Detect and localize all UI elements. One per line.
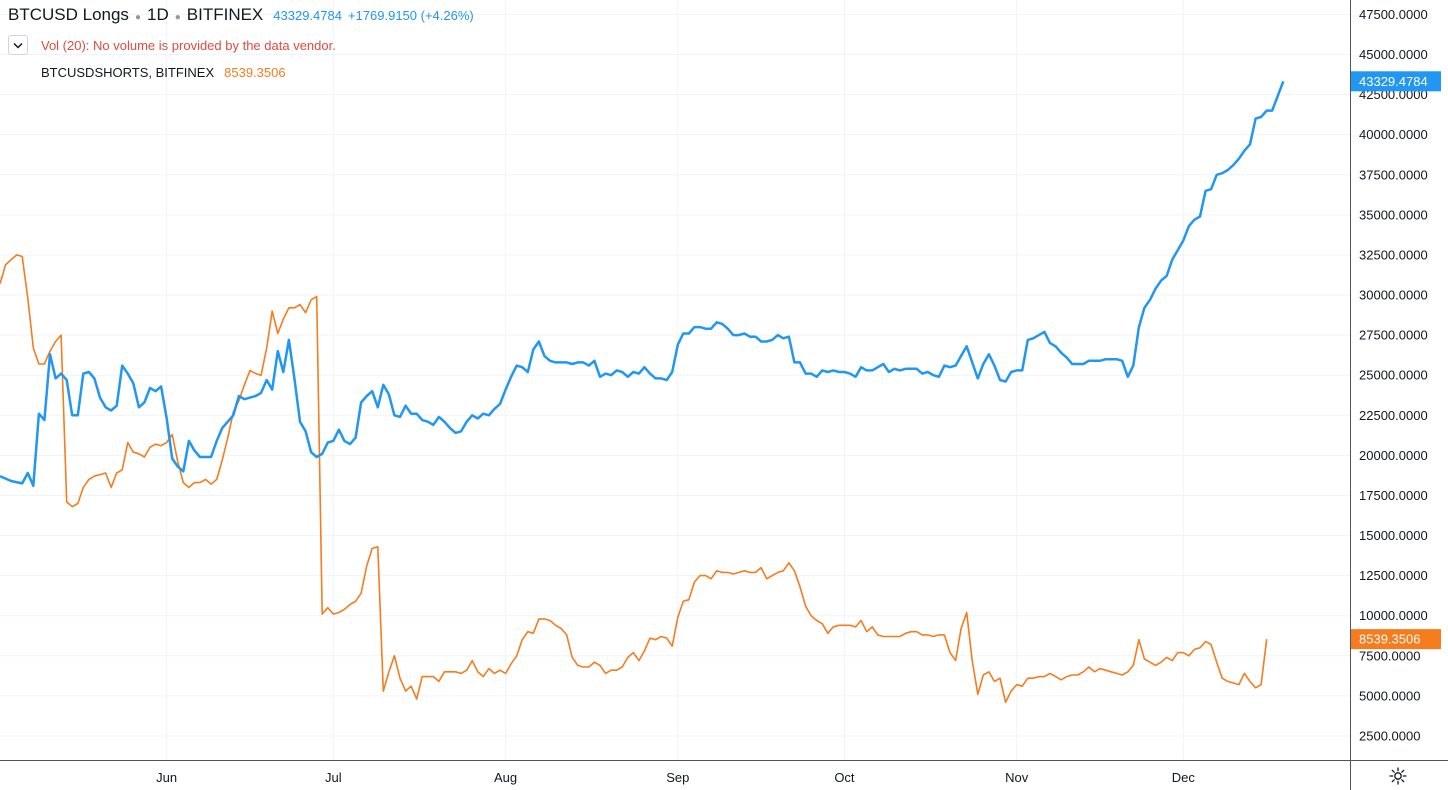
y-tick-label: 25000.0000 bbox=[1359, 368, 1428, 383]
last-price-value: 43329.4784 bbox=[273, 8, 342, 23]
y-tick-label: 27500.0000 bbox=[1359, 328, 1428, 343]
exchange-label: BITFINEX bbox=[186, 5, 264, 24]
y-tick-label: 40000.0000 bbox=[1359, 127, 1428, 142]
legend-volume-row: Vol (20): No volume is provided by the d… bbox=[8, 34, 336, 56]
y-tick-label: 5000.0000 bbox=[1359, 688, 1420, 703]
symbol-title[interactable]: BTCUSD Longs bbox=[8, 5, 129, 24]
y-tick-label: 37500.0000 bbox=[1359, 167, 1428, 182]
x-tick-label: Jun bbox=[156, 770, 177, 785]
y-tick-label: 47500.0000 bbox=[1359, 7, 1428, 22]
volume-notice: Vol (20): No volume is provided by the d… bbox=[41, 37, 336, 53]
y-tick-label: 10000.0000 bbox=[1359, 608, 1428, 623]
x-tick-label: Dec bbox=[1172, 770, 1196, 785]
y-tick-label: 15000.0000 bbox=[1359, 528, 1428, 543]
x-tick-label: Aug bbox=[494, 770, 517, 785]
shorts-line-last-label: 8539.3506 bbox=[1359, 632, 1420, 647]
separator-dot-icon: ● bbox=[174, 12, 181, 23]
compare-symbol-name[interactable]: BTCUSDSHORTS, BITFINEX bbox=[41, 65, 215, 80]
y-tick-label: 30000.0000 bbox=[1359, 288, 1428, 303]
longs-line-last-label-bg bbox=[1351, 71, 1441, 92]
y-tick-label: 7500.0000 bbox=[1359, 648, 1420, 663]
chart-settings-button[interactable] bbox=[1385, 763, 1411, 789]
collapse-legend-button[interactable] bbox=[8, 35, 28, 55]
y-tick-label: 35000.0000 bbox=[1359, 207, 1428, 222]
y-tick-label: 17500.0000 bbox=[1359, 488, 1428, 503]
longs-line-last-label: 43329.4784 bbox=[1359, 74, 1428, 89]
separator-dot-icon: ● bbox=[134, 12, 141, 23]
y-tick-label: 20000.0000 bbox=[1359, 448, 1428, 463]
longs-line bbox=[0, 80, 1285, 488]
y-tick-label: 22500.0000 bbox=[1359, 408, 1428, 423]
y-tick-label: 45000.0000 bbox=[1359, 47, 1428, 62]
series-layer bbox=[0, 80, 1285, 704]
price-scale[interactable]: 2500.0000 5000.0000 7500.0000 10000.0000 125… bbox=[1350, 0, 1442, 790]
interval-label[interactable]: 1D bbox=[146, 5, 169, 24]
x-tick-label: Nov bbox=[1005, 770, 1029, 785]
time-axis[interactable]: Jun Jul Aug Sep Oct Nov Dec bbox=[0, 760, 1448, 786]
x-tick-label: Oct bbox=[834, 770, 855, 785]
y-tick-label: 2500.0000 bbox=[1359, 728, 1420, 743]
legend-compare-row[interactable]: BTCUSDSHORTS, BITFINEX 8539.3506 bbox=[41, 65, 286, 83]
price-change-value: +1769.9150 (+4.26%) bbox=[347, 8, 474, 23]
grid-lines bbox=[0, 0, 1350, 760]
y-tick-label: 12500.0000 bbox=[1359, 568, 1428, 583]
shorts-line bbox=[0, 254, 1268, 704]
y-tick-label: 32500.0000 bbox=[1359, 247, 1428, 262]
legend-main-row[interactable]: BTCUSD Longs ● 1D ● BITFINEX 43329.4784 … bbox=[8, 5, 474, 27]
gear-icon bbox=[1389, 767, 1407, 785]
shorts-line-last-label-bg bbox=[1351, 629, 1441, 650]
chevron-down-icon bbox=[13, 42, 23, 49]
compare-symbol-value: 8539.3506 bbox=[224, 65, 286, 80]
x-tick-label: Sep bbox=[666, 770, 689, 785]
x-tick-label: Jul bbox=[325, 770, 342, 785]
